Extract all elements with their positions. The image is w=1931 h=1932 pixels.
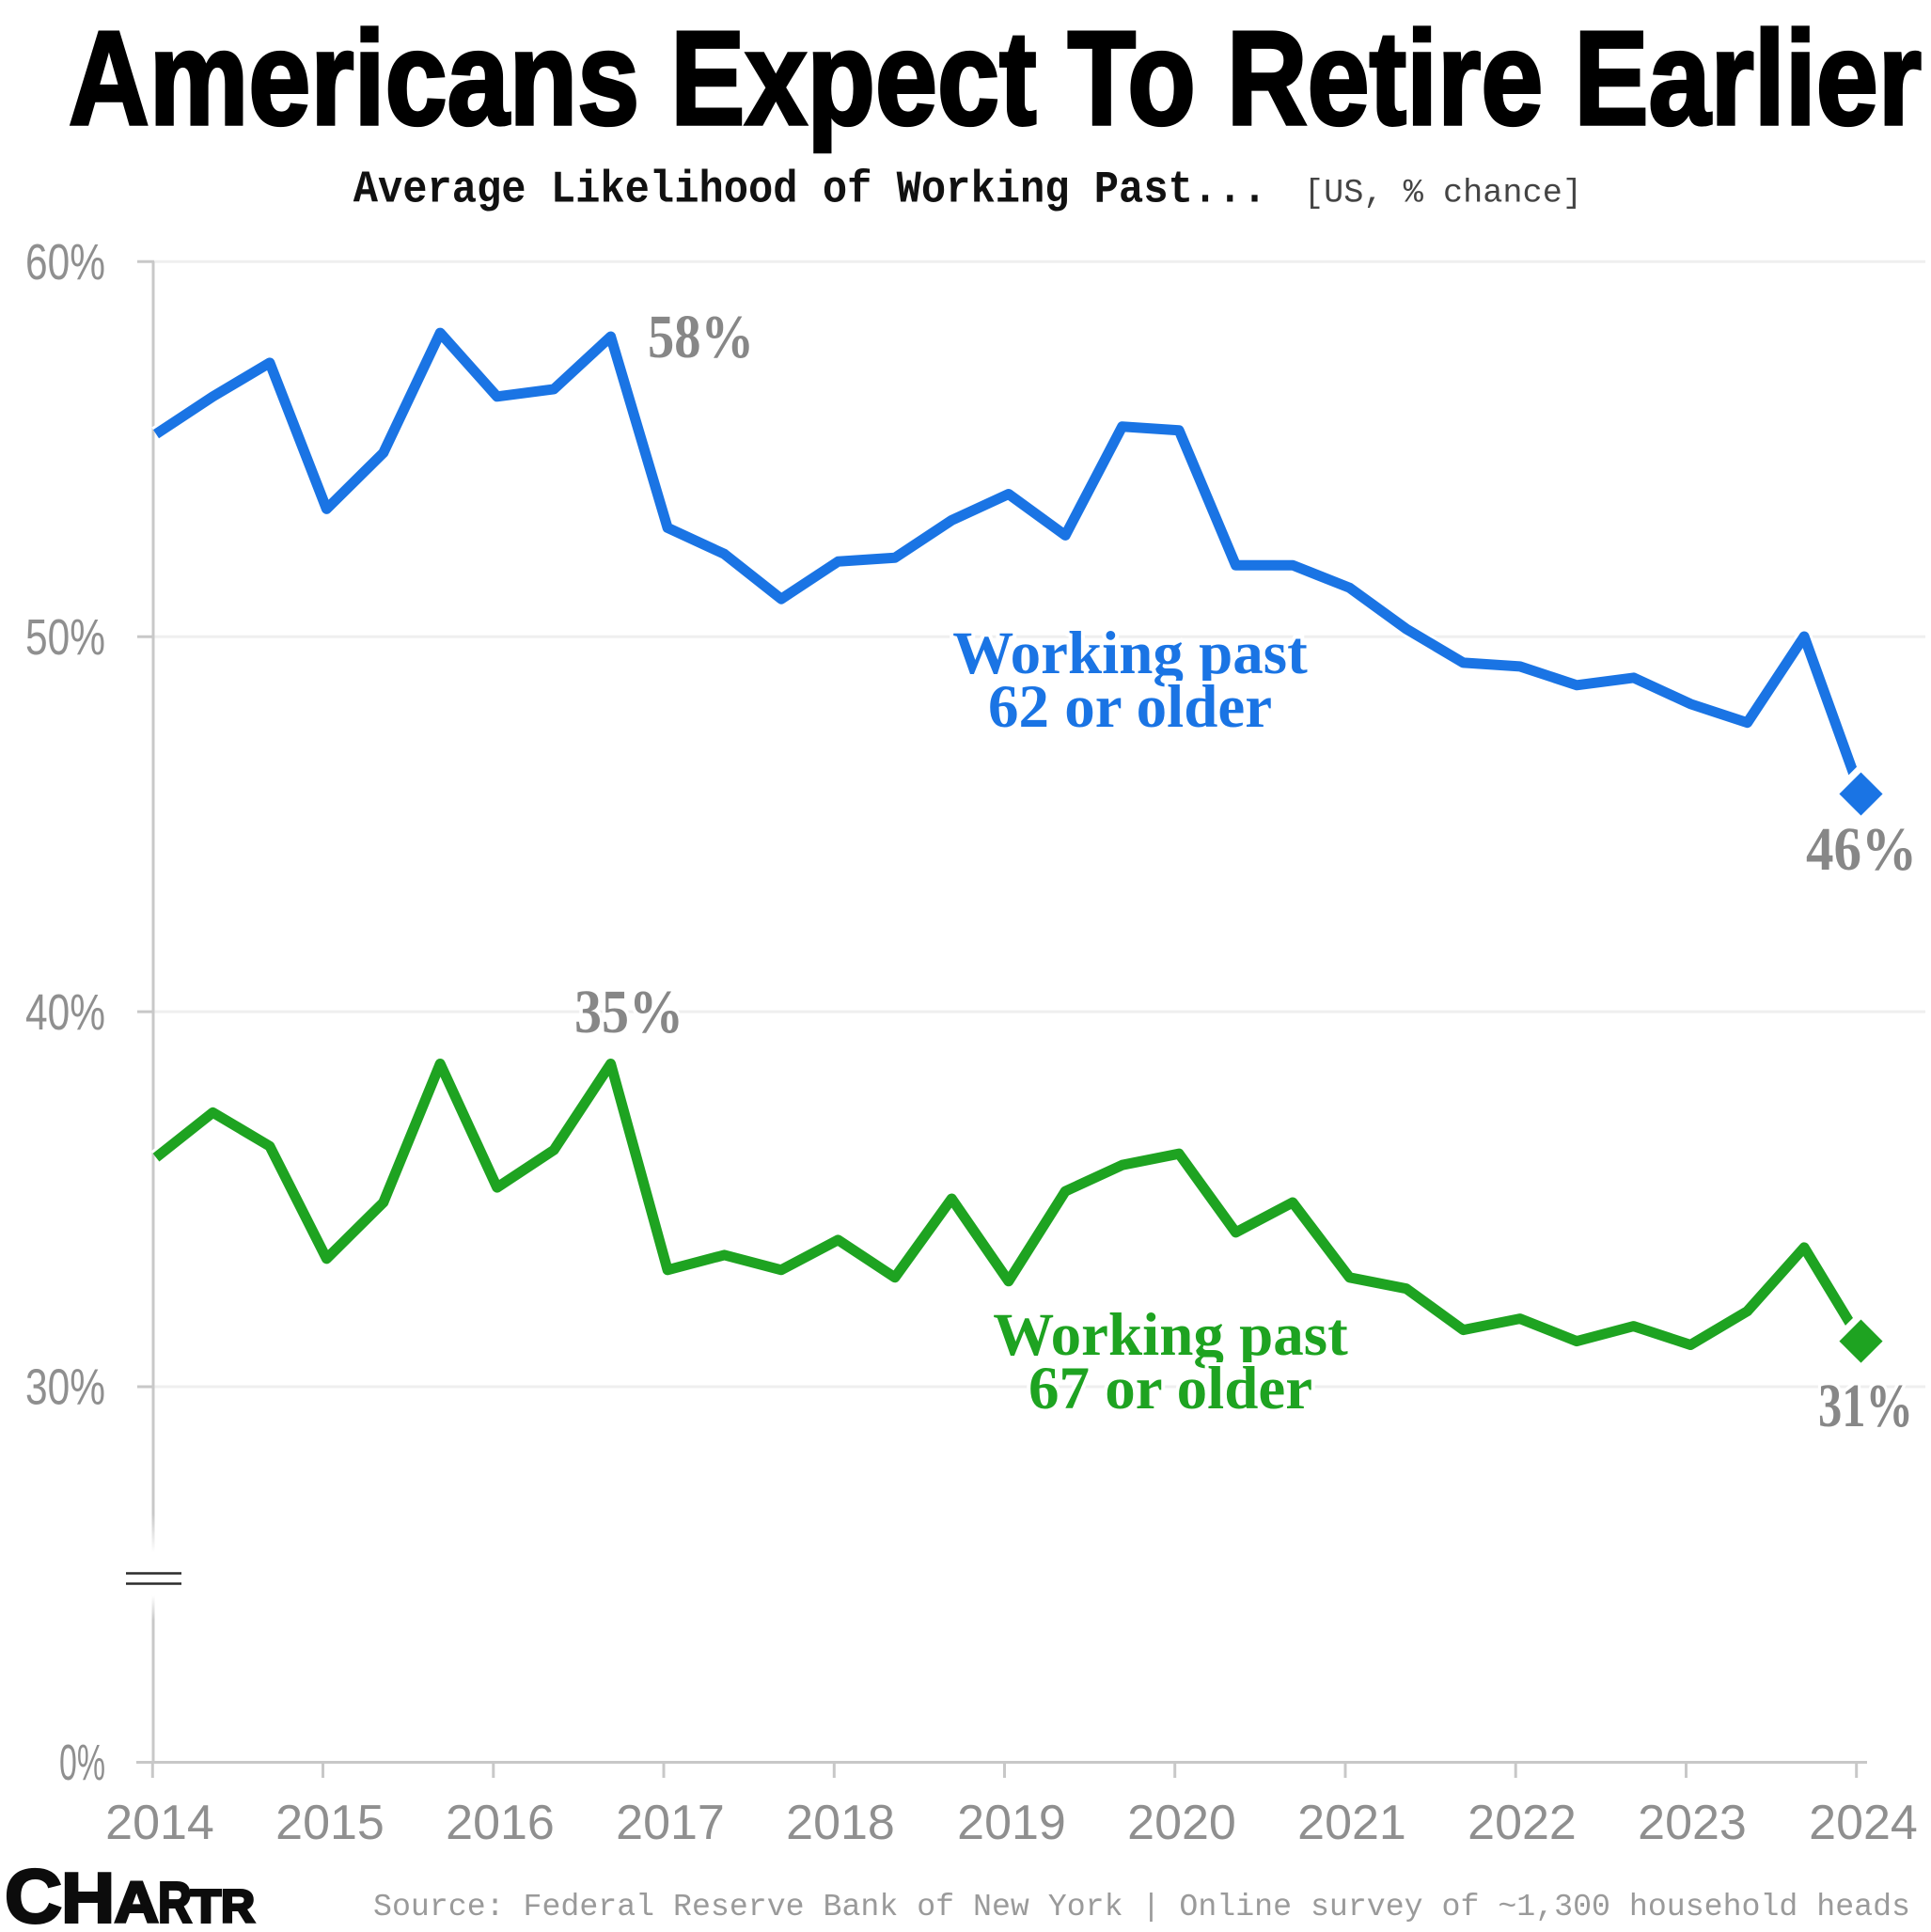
svg-text:2015: 2015 (275, 1796, 385, 1850)
svg-text:2023: 2023 (1638, 1796, 1747, 1850)
svg-text:A: A (115, 1870, 159, 1932)
svg-text:Working past: Working past (993, 1301, 1348, 1369)
svg-text:Average Likelihood of Working: Average Likelihood of Working Past... (353, 165, 1267, 216)
svg-text:Source: Federal Reserve Bank o: Source: Federal Reserve Bank of New York… (373, 1889, 1910, 1924)
svg-text:Working past: Working past (952, 620, 1308, 687)
svg-text:H: H (61, 1859, 115, 1932)
svg-text:2021: 2021 (1297, 1796, 1406, 1850)
svg-text:40%: 40% (25, 984, 105, 1041)
svg-text:R: R (221, 1881, 255, 1932)
svg-text:67 or older: 67 or older (1028, 1355, 1312, 1422)
svg-text:62 or older: 62 or older (988, 673, 1272, 741)
svg-text:[US, % chance]: [US, % chance] (1304, 175, 1582, 212)
svg-text:R: R (158, 1870, 192, 1932)
svg-text:2019: 2019 (957, 1796, 1066, 1850)
svg-text:T: T (191, 1881, 221, 1932)
svg-text:31%: 31% (1818, 1372, 1913, 1440)
svg-text:0%: 0% (59, 1735, 105, 1791)
svg-text:2018: 2018 (786, 1796, 895, 1850)
svg-text:2020: 2020 (1127, 1796, 1236, 1850)
svg-text:35%: 35% (574, 978, 683, 1046)
svg-text:30%: 30% (25, 1359, 105, 1416)
svg-text:50%: 50% (25, 609, 105, 666)
svg-text:C: C (5, 1854, 62, 1932)
svg-text:Americans Expect To Retire Ear: Americans Expect To Retire Earlier (69, 4, 1922, 153)
svg-text:2024: 2024 (1809, 1796, 1918, 1850)
svg-text:46%: 46% (1806, 815, 1917, 884)
svg-text:2022: 2022 (1468, 1796, 1577, 1850)
svg-text:2014: 2014 (105, 1796, 214, 1850)
svg-text:2017: 2017 (616, 1796, 725, 1850)
svg-text:60%: 60% (25, 234, 105, 291)
svg-text:2016: 2016 (446, 1796, 555, 1850)
svg-text:58%: 58% (648, 303, 754, 371)
